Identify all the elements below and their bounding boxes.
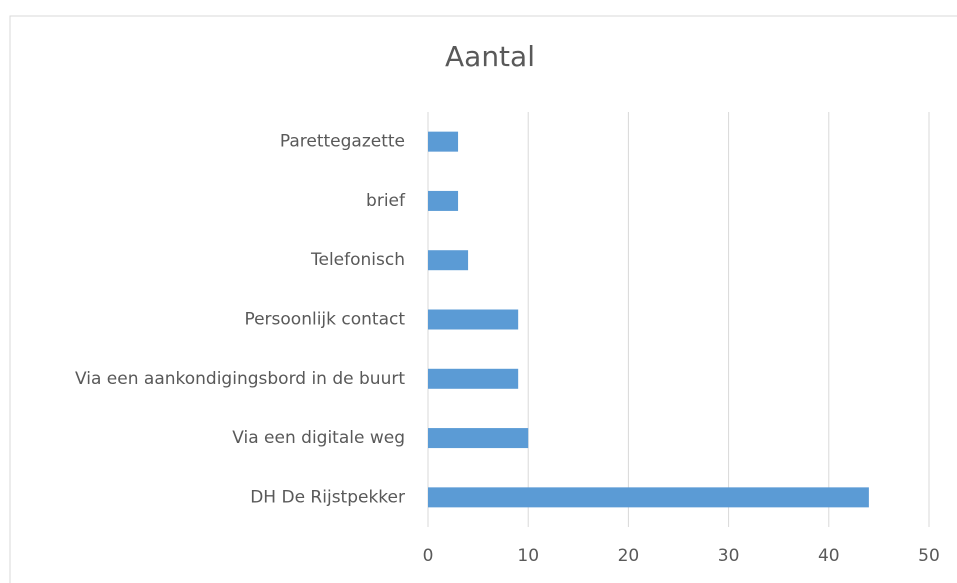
x-tick-label: 10 [517,546,539,566]
bar [428,368,519,389]
y-tick-label: Telefonisch [310,250,405,270]
bar [428,190,459,211]
bar [428,131,459,152]
x-tick-label: 40 [818,546,840,566]
x-tick-label: 50 [918,546,940,566]
y-tick-label: Via een digitale weg [232,428,405,448]
x-tick-label: 0 [423,546,434,566]
y-tick-label: Via een aankondigingsbord in de buurt [75,369,405,389]
x-tick-label: 20 [618,546,640,566]
x-tick-label: 30 [718,546,740,566]
y-tick-label: Parettegazette [280,132,405,152]
y-tick-label: DH De Rijstpekker [250,487,405,507]
y-tick-label: Persoonlijk contact [244,310,405,330]
bar [428,487,869,508]
bar [428,309,519,330]
y-tick-label: brief [366,191,406,211]
chart-title: Aantal [445,40,535,73]
bar [428,428,529,449]
bar [428,250,469,271]
